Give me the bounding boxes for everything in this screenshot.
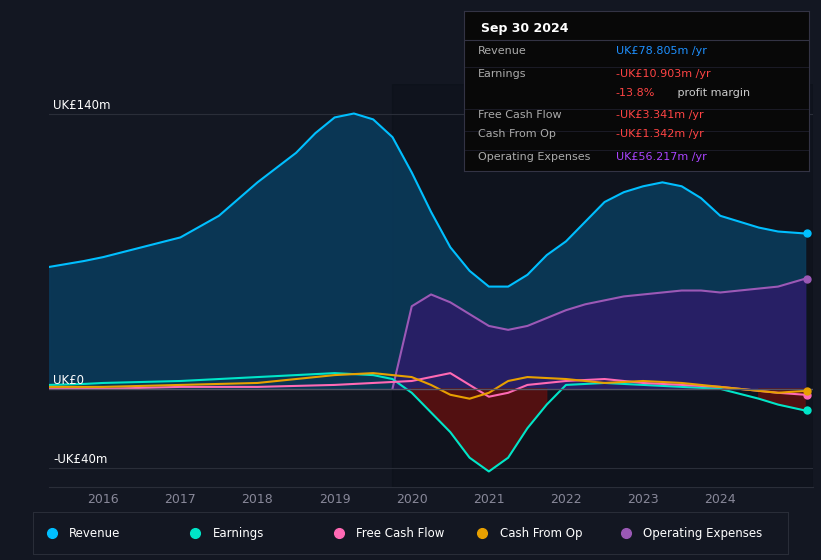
- Text: Operating Expenses: Operating Expenses: [643, 527, 763, 540]
- Text: Free Cash Flow: Free Cash Flow: [356, 527, 444, 540]
- Text: Earnings: Earnings: [478, 69, 526, 78]
- Text: UK£0: UK£0: [53, 374, 84, 387]
- Text: -UK£1.342m /yr: -UK£1.342m /yr: [616, 129, 704, 139]
- Text: -UK£40m: -UK£40m: [53, 452, 108, 465]
- Text: Cash From Op: Cash From Op: [500, 527, 582, 540]
- Text: UK£140m: UK£140m: [53, 99, 111, 111]
- Text: Revenue: Revenue: [478, 46, 526, 57]
- Text: -13.8%: -13.8%: [616, 88, 655, 98]
- Text: Sep 30 2024: Sep 30 2024: [481, 22, 569, 35]
- Text: UK£56.217m /yr: UK£56.217m /yr: [616, 152, 706, 162]
- Text: UK£78.805m /yr: UK£78.805m /yr: [616, 46, 706, 57]
- Text: -UK£10.903m /yr: -UK£10.903m /yr: [616, 69, 710, 78]
- Bar: [392, 84, 813, 487]
- Text: profit margin: profit margin: [673, 88, 750, 98]
- Text: Earnings: Earnings: [213, 527, 264, 540]
- Text: Cash From Op: Cash From Op: [478, 129, 556, 139]
- Text: Operating Expenses: Operating Expenses: [478, 152, 590, 162]
- Text: Revenue: Revenue: [69, 527, 121, 540]
- Text: -UK£3.341m /yr: -UK£3.341m /yr: [616, 110, 704, 120]
- Text: Free Cash Flow: Free Cash Flow: [478, 110, 562, 120]
